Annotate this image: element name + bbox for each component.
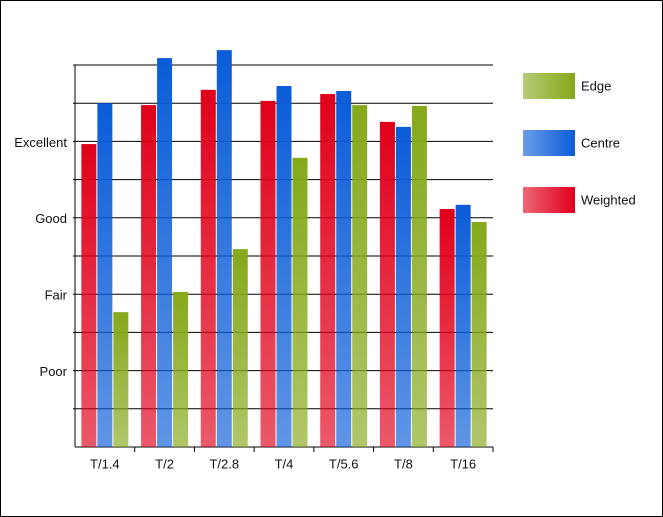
y-tick-label: Good (35, 211, 67, 226)
bar (113, 312, 129, 447)
legend-label: Edge (581, 78, 611, 93)
bar (379, 121, 395, 447)
bar (276, 86, 292, 447)
y-tick-label: Fair (45, 288, 68, 303)
bar (141, 105, 157, 448)
legend-swatch (523, 130, 575, 156)
bar (173, 291, 189, 447)
bar (352, 105, 368, 448)
legend-swatch (523, 187, 575, 213)
bar (200, 89, 216, 447)
bar (81, 144, 97, 447)
bar (471, 222, 487, 447)
legend-swatch (523, 73, 575, 99)
bar (97, 103, 113, 447)
bar (320, 94, 336, 448)
bar (157, 58, 173, 448)
bar (411, 105, 427, 448)
x-tick-label: T/8 (394, 456, 413, 471)
y-tick-label: Poor (40, 364, 68, 379)
legend-label: Centre (581, 135, 620, 150)
x-tick-label: T/16 (450, 456, 476, 471)
bar (216, 50, 232, 448)
legend-label: Weighted (581, 192, 636, 207)
bar (232, 249, 248, 447)
bar (336, 90, 352, 447)
y-tick-label: Excellent (14, 135, 67, 150)
bar (292, 157, 308, 448)
bar (455, 204, 471, 447)
x-tick-label: T/5.6 (329, 456, 359, 471)
bar (395, 126, 411, 447)
x-tick-label: T/2 (155, 456, 174, 471)
x-tick-label: T/1.4 (90, 456, 120, 471)
x-tick-label: T/2.8 (209, 456, 239, 471)
bar (439, 209, 455, 447)
x-tick-label: T/4 (275, 456, 294, 471)
bar (260, 100, 276, 448)
